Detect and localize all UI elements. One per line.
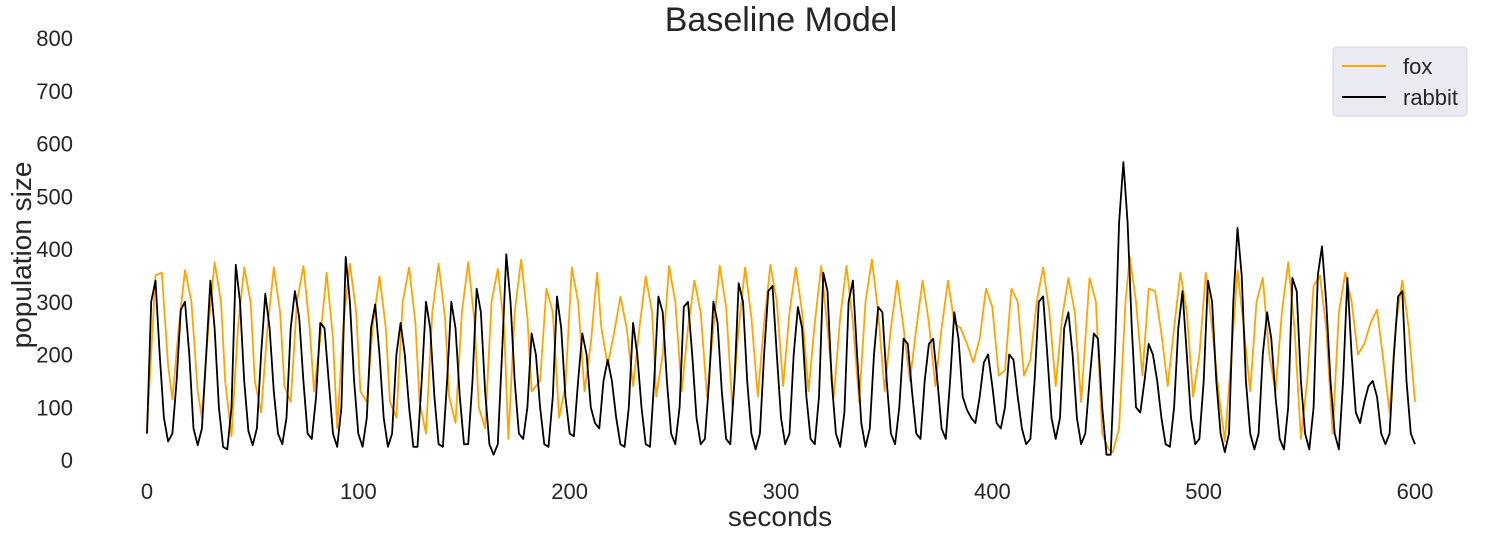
- legend-fox-label: fox: [1403, 54, 1432, 79]
- y-axis-label: population size: [6, 162, 37, 349]
- y-tick-label: 300: [36, 290, 73, 315]
- plot-area: [146, 161, 1416, 456]
- y-tick-label: 0: [61, 448, 73, 473]
- x-axis-label: seconds: [728, 501, 832, 532]
- chart-title: Baseline Model: [665, 1, 897, 39]
- y-tick-label: 600: [36, 132, 73, 157]
- legend: fox rabbit: [1332, 46, 1468, 117]
- y-tick-label: 800: [36, 26, 73, 51]
- legend-rabbit-label: rabbit: [1403, 85, 1458, 110]
- y-tick-label: 100: [36, 395, 73, 420]
- x-tick-label: 200: [551, 479, 588, 504]
- x-tick-label: 600: [1397, 479, 1434, 504]
- y-tick-label: 400: [36, 237, 73, 262]
- y-tick-label: 200: [36, 343, 73, 368]
- y-tick-label: 500: [36, 184, 73, 209]
- x-axis-ticks: 0 100 200 300 400 500 600: [141, 479, 1433, 504]
- legend-box: [1332, 46, 1468, 117]
- x-tick-label: 300: [763, 479, 800, 504]
- x-tick-label: 400: [974, 479, 1011, 504]
- y-axis-ticks: 0 100 200 300 400 500 600 700 800: [36, 26, 73, 473]
- x-tick-label: 500: [1185, 479, 1222, 504]
- x-tick-label: 0: [141, 479, 153, 504]
- y-tick-label: 700: [36, 79, 73, 104]
- rabbit-series: [146, 161, 1416, 456]
- rabbit-series-line: [146, 161, 1416, 456]
- x-tick-label: 100: [340, 479, 377, 504]
